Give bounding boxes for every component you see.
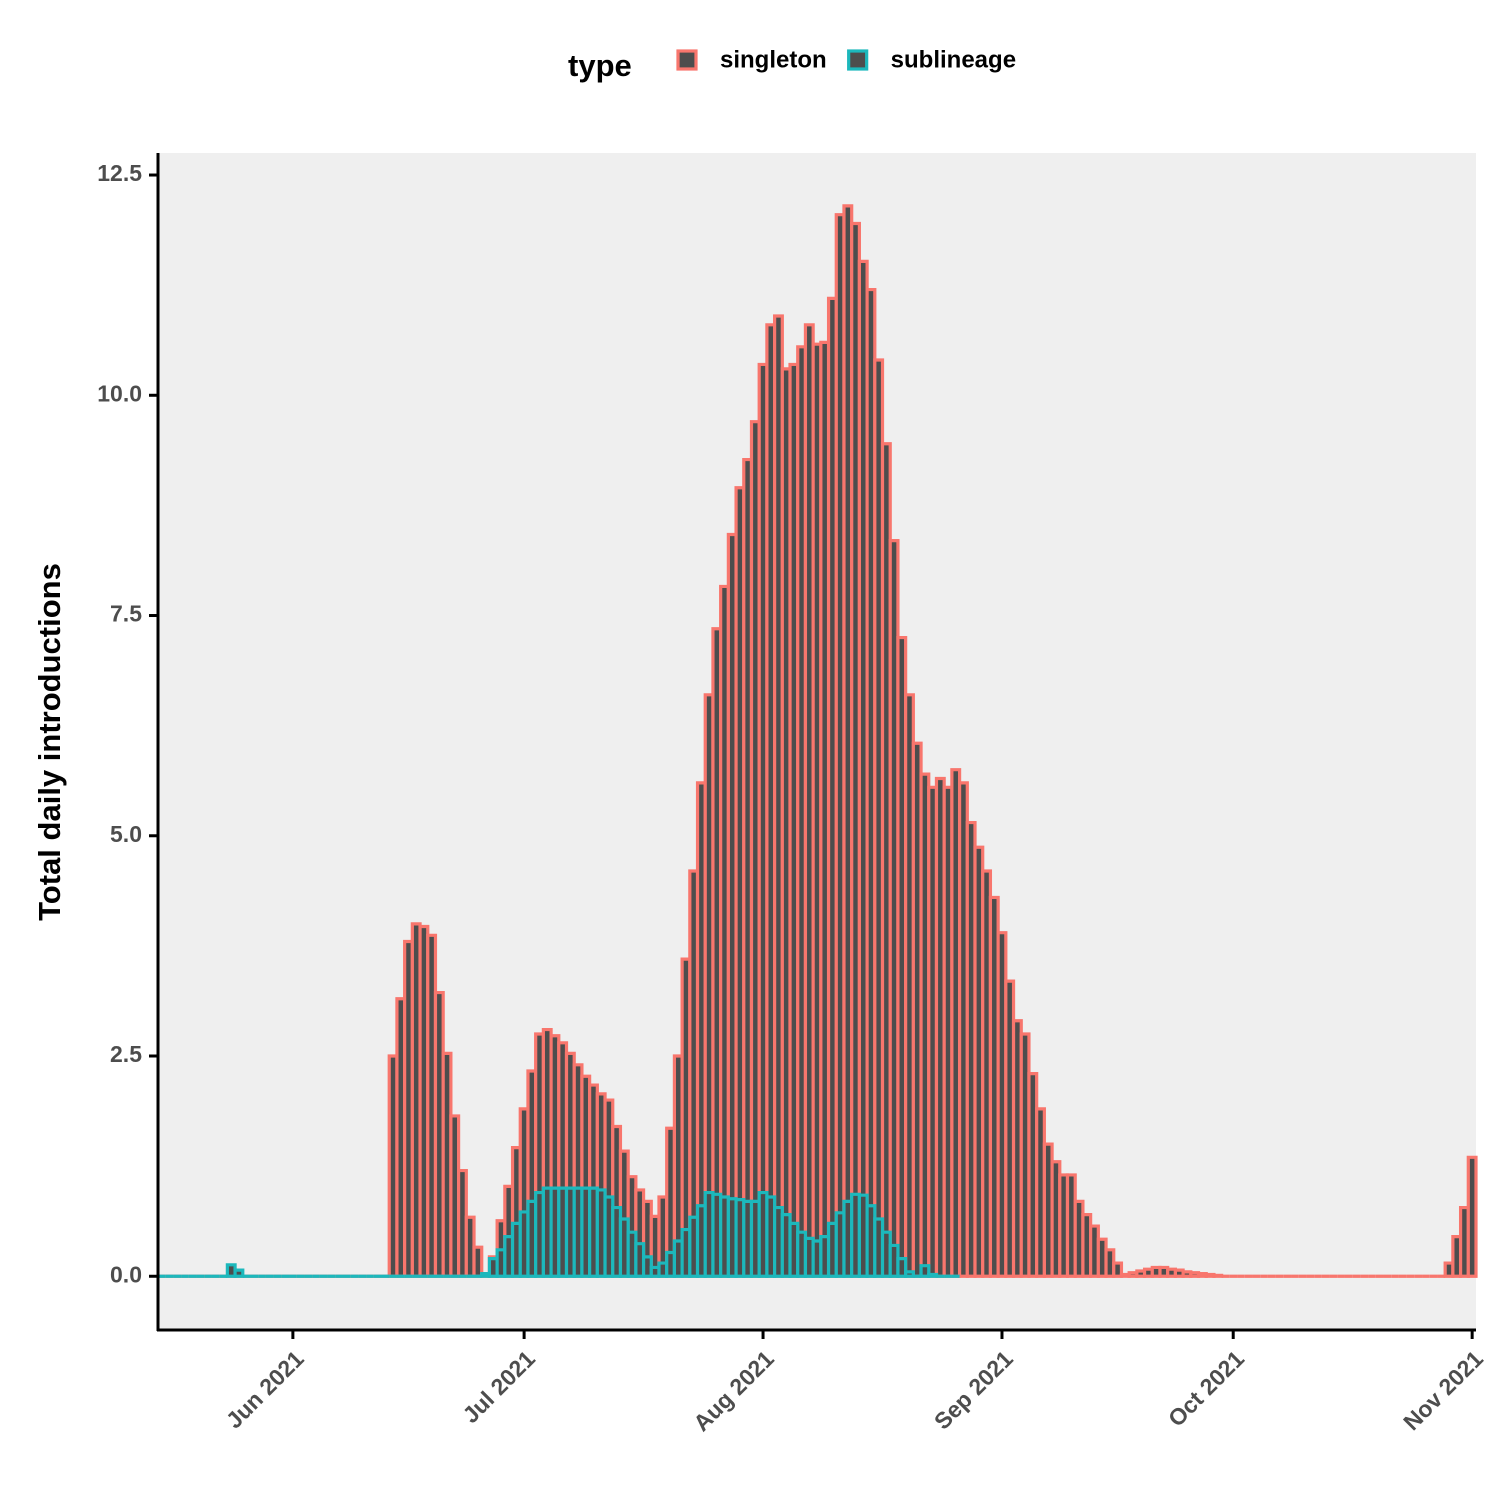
bar [588,1186,599,1278]
bar [965,820,977,1278]
legend-label: sublineage [891,46,1016,73]
x-tick-label: Jul 2021 [457,1345,540,1428]
bar [233,1268,245,1278]
bar [1158,1265,1170,1278]
bar [1027,1072,1039,1278]
bar [472,1245,484,1278]
bar [973,845,985,1278]
bar [1004,979,1016,1278]
bar [626,1230,638,1278]
x-tick-label: Jun 2021 [221,1345,309,1433]
bar [803,1236,815,1278]
x-tick-label: Sep 2021 [929,1345,1018,1434]
y-tick-label: 2.5 [110,1041,142,1067]
bar [888,1243,900,1278]
bar [1173,1268,1185,1278]
bar [857,1193,869,1278]
bar [780,1212,792,1278]
bar [611,1205,623,1278]
bar [1112,1261,1124,1278]
bar [919,1264,931,1278]
y-tick-label: 10.0 [97,380,142,406]
bar [988,895,1000,1278]
bar [1019,1032,1031,1278]
y-tick-label: 12.5 [97,160,142,186]
bar [896,1257,908,1278]
bar [1011,1019,1023,1278]
bar [703,1190,715,1278]
bar [1035,1107,1046,1278]
bar [1466,1155,1478,1278]
bar [796,1230,808,1278]
bar [719,1195,730,1278]
bar [865,1204,877,1278]
bar [765,1195,777,1278]
bar [1042,1142,1054,1278]
legend-key [676,49,698,71]
bar [981,869,993,1278]
bar [1050,1160,1062,1278]
bar [773,1205,784,1278]
bar [927,1272,939,1278]
bar [711,1192,723,1278]
bar [1096,1237,1108,1278]
bar [225,1263,237,1278]
bar [1081,1212,1093,1278]
x-tick-label: Nov 2021 [1398,1345,1488,1435]
bar [603,1195,615,1278]
bar [996,931,1008,1278]
y-axis-title: Total daily introductions [32,563,67,921]
x-tick-label: Oct 2021 [1163,1345,1249,1431]
bar [1212,1273,1224,1278]
y-tick-label: 0.0 [110,1261,142,1287]
bar [1073,1199,1085,1278]
legend-key [847,49,869,71]
legend-title: type [568,48,632,83]
bar [734,1198,746,1278]
legend-label: singleton [720,46,827,73]
x-tick-label: Aug 2021 [688,1345,779,1436]
bar [1089,1224,1100,1278]
bar [957,781,969,1278]
bar [618,1217,630,1278]
y-tick-label: 7.5 [110,601,142,627]
bar [641,1255,653,1278]
bar [634,1242,646,1278]
legend: singleton sublineage [676,46,1016,73]
bar [788,1221,800,1278]
bar [1065,1173,1077,1278]
bar [595,1188,607,1278]
y-tick-label: 5.0 [110,821,142,847]
bar [880,1230,892,1278]
bar [757,1190,769,1278]
bar [904,1270,915,1278]
bars [158,204,1478,1278]
bar [1104,1248,1116,1278]
bar [873,1217,885,1278]
